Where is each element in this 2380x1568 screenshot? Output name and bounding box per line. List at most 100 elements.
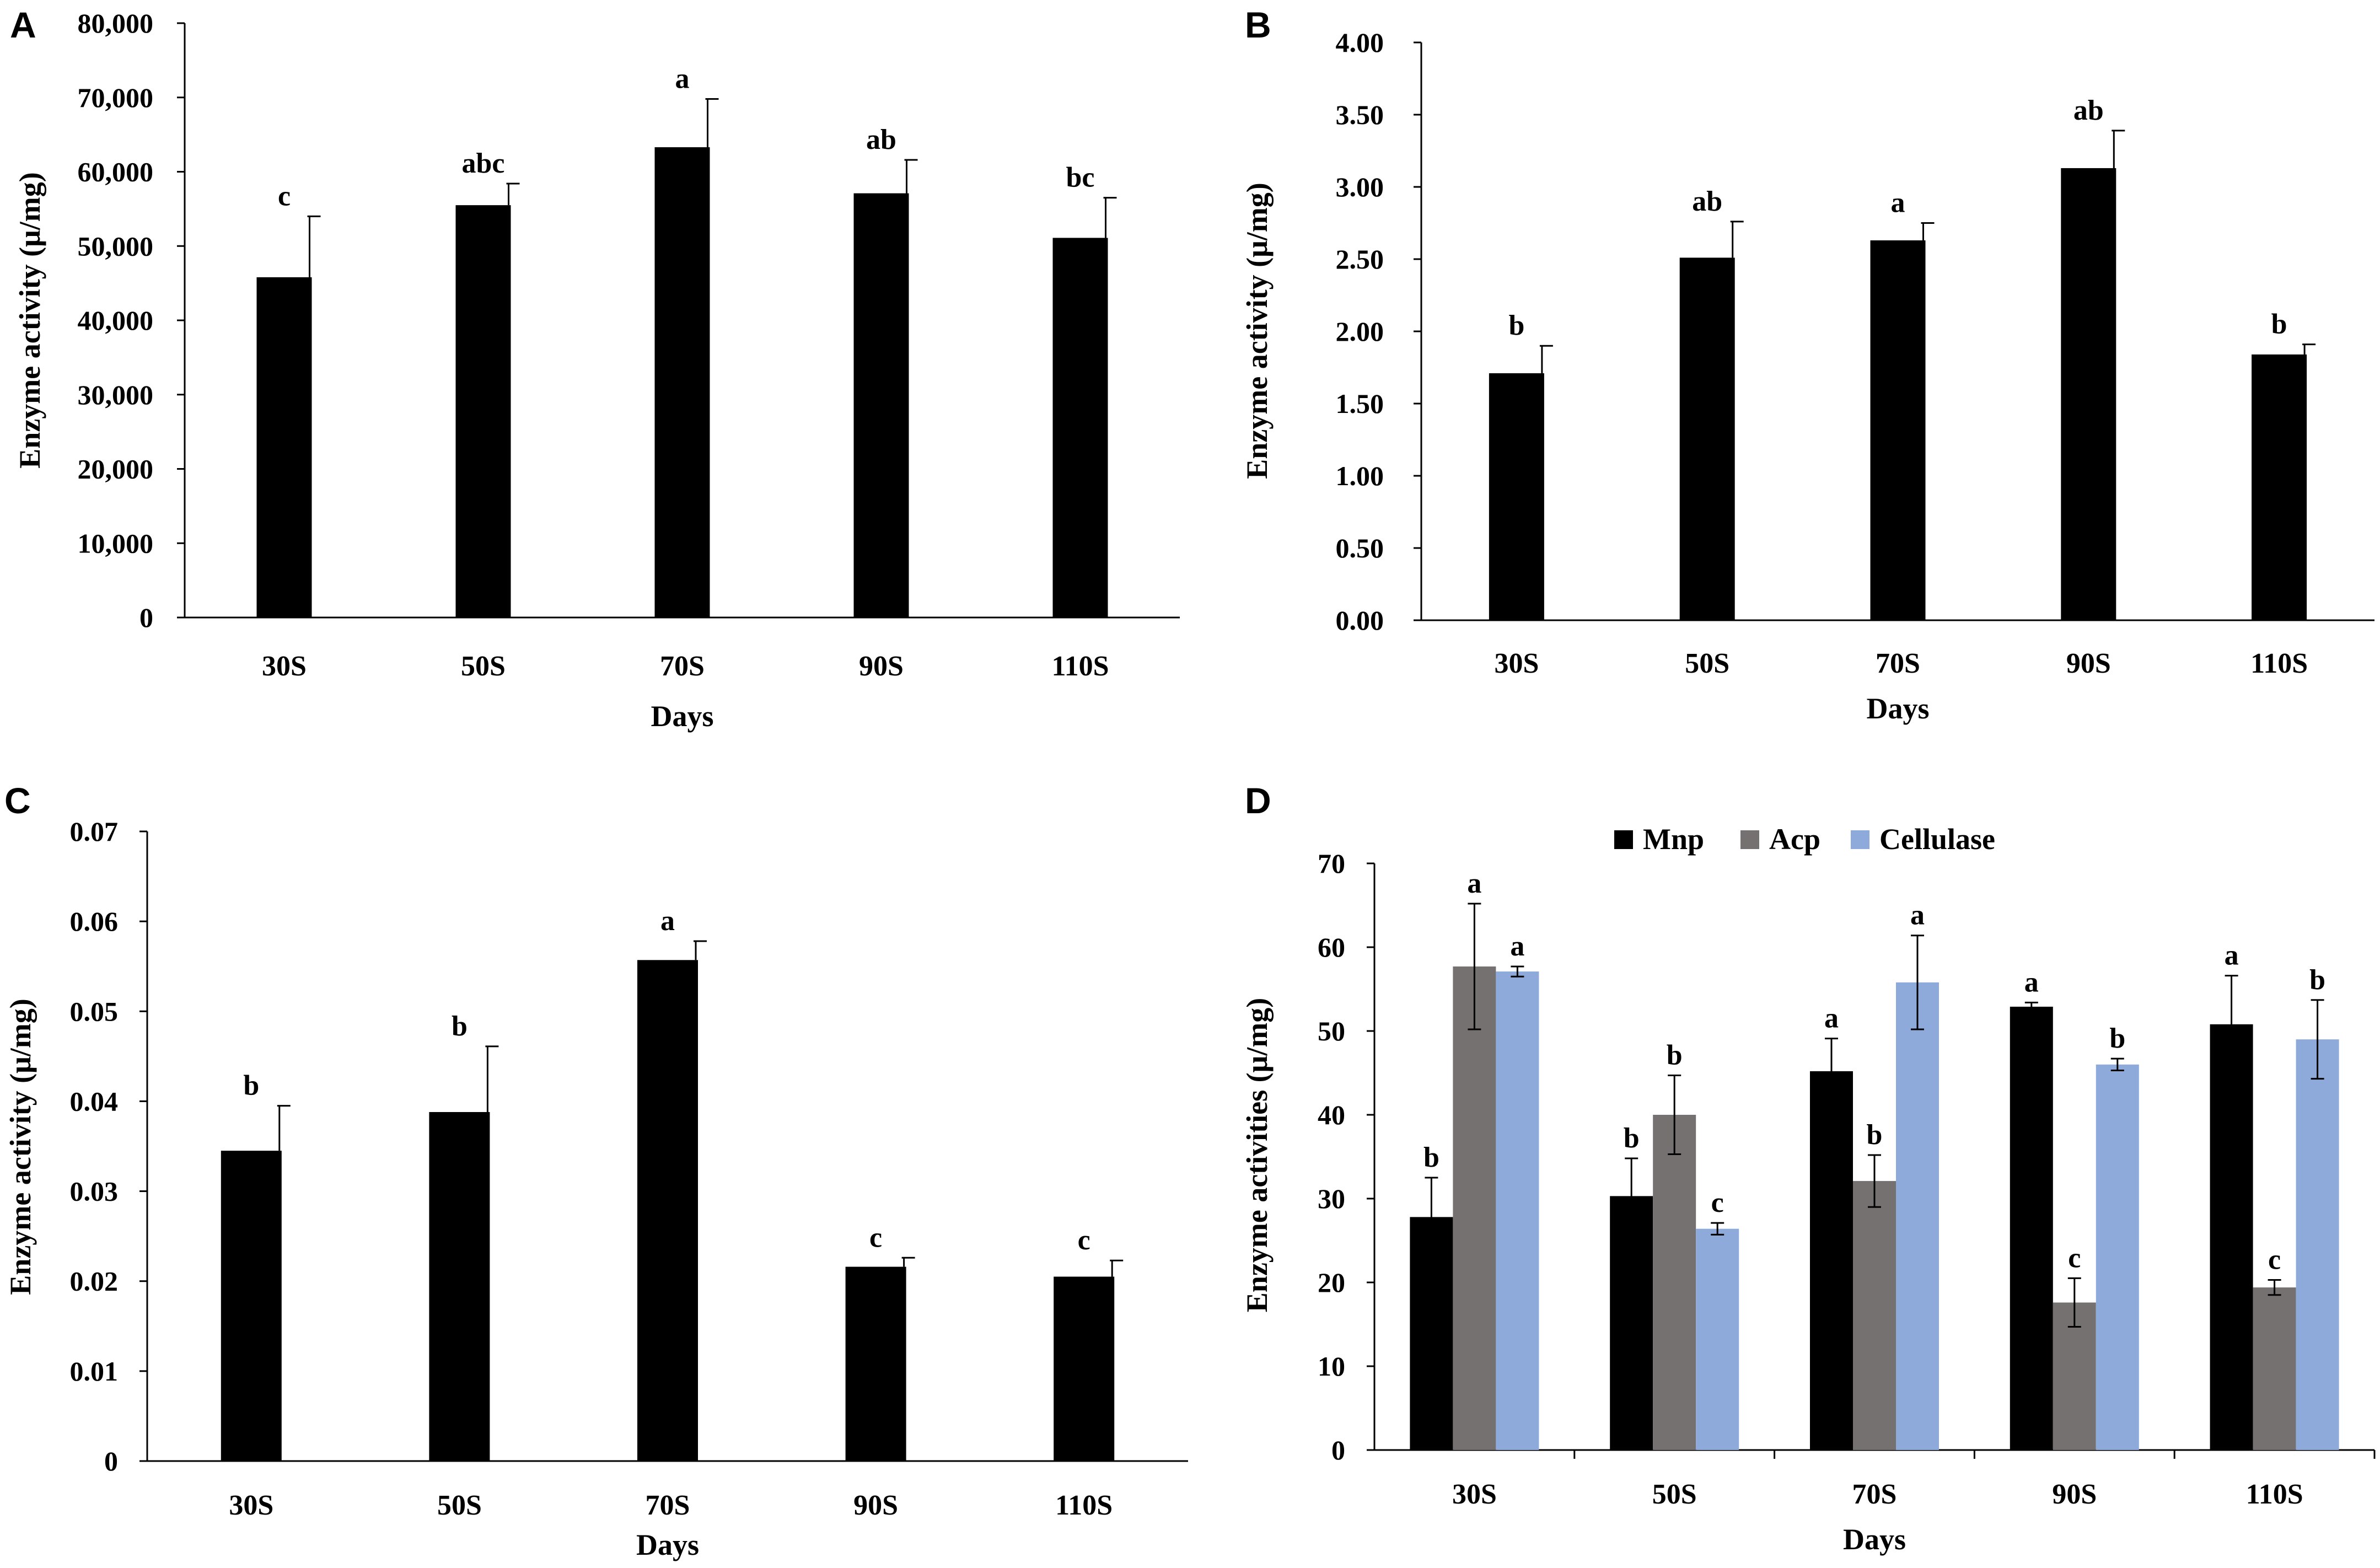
bar xyxy=(455,205,511,617)
significance-letter: a xyxy=(1910,900,1925,931)
y-tick-label: 4.00 xyxy=(1336,27,1384,58)
y-axis-title: Enzyme activities (μ/mg) xyxy=(1240,998,1274,1312)
significance-letter: bc xyxy=(1066,162,1095,194)
significance-letter: b xyxy=(1508,310,1524,341)
x-tick-label: 30S xyxy=(262,651,307,682)
x-tick-label: 90S xyxy=(853,1490,898,1521)
bar xyxy=(853,193,909,617)
bar-mnp xyxy=(1810,1071,1853,1450)
y-tick-label: 3.50 xyxy=(1336,99,1384,130)
x-tick-label: 90S xyxy=(2066,648,2111,679)
significance-letter: b xyxy=(2109,1023,2125,1054)
x-tick-label: 110S xyxy=(2246,1479,2303,1510)
legend-swatch-mnp xyxy=(1614,830,1633,849)
y-tick-label: 0.00 xyxy=(1336,605,1384,636)
x-tick-label: 70S xyxy=(1876,648,1920,679)
legend-swatch-acp xyxy=(1740,830,1759,849)
y-tick-label: 0.03 xyxy=(70,1176,119,1207)
y-tick-label: 20,000 xyxy=(78,454,154,485)
bar-acp xyxy=(1853,1181,1896,1450)
significance-letter: c xyxy=(2068,1242,2081,1274)
y-axis-title: Enzyme activity (μ/mg) xyxy=(4,998,37,1295)
bar-mnp xyxy=(2210,1024,2253,1450)
y-tick-label: 0.50 xyxy=(1336,533,1384,563)
x-axis-title: Days xyxy=(651,700,713,733)
y-tick-label: 10 xyxy=(1318,1351,1345,1382)
panel-d: D 0 10 20 30 40 50 60 70 Enzyme activities (μ/mg)… xyxy=(1240,780,2376,1556)
bar xyxy=(845,1266,906,1461)
y-tick-label: 3.00 xyxy=(1336,171,1384,202)
y-tick-label: 0.02 xyxy=(70,1266,119,1297)
panel-a: A 0 10,000 20,000 30,000 40,000 50,000 60,000 70… xyxy=(10,4,1180,733)
x-axis-title: Days xyxy=(636,1528,699,1561)
legend: Mnp Acp Cellulase xyxy=(1614,823,1995,856)
bar xyxy=(1870,240,1926,620)
significance-letter: b xyxy=(1423,1142,1439,1173)
y-tick-label: 2.50 xyxy=(1336,244,1384,275)
y-tick-label: 20 xyxy=(1318,1267,1345,1298)
bar xyxy=(654,147,710,618)
x-tick-label: 70S xyxy=(646,1490,690,1521)
significance-letter: b xyxy=(2271,309,2287,340)
legend-label-cellulase: Cellulase xyxy=(1879,823,1995,856)
significance-letter: ab xyxy=(866,124,896,155)
significance-letter: a xyxy=(675,63,690,94)
significance-letter: ab xyxy=(2073,95,2104,126)
panel-label: D xyxy=(1245,780,1271,821)
x-tick-label: 110S xyxy=(1051,651,1109,682)
significance-letter: c xyxy=(1711,1187,1724,1218)
x-axis-title: Days xyxy=(1843,1523,1906,1556)
significance-letter: a xyxy=(660,905,675,937)
y-tick-label: 0 xyxy=(1331,1435,1345,1465)
x-tick-label: 30S xyxy=(229,1490,273,1521)
y-tick-label: 0.05 xyxy=(70,996,119,1027)
significance-letter: b xyxy=(1867,1119,1883,1151)
significance-letter: c xyxy=(2268,1244,2281,1275)
panel-b: B 0.00 0.50 1.00 1.50 2.00 2.50 3.00 3.50 4.00 Enz… xyxy=(1240,4,2374,725)
y-tick-label: 30,000 xyxy=(78,379,154,410)
x-tick-label: 90S xyxy=(859,651,904,682)
panel-label: C xyxy=(4,780,31,821)
panel-label: A xyxy=(10,4,36,45)
significance-letter: b xyxy=(1667,1040,1683,1071)
x-tick-label: 50S xyxy=(1685,648,1729,679)
bar-acp xyxy=(1653,1115,1696,1450)
significance-letter: b xyxy=(1624,1123,1640,1154)
y-tick-label: 1.50 xyxy=(1336,388,1384,419)
y-tick-label: 40,000 xyxy=(78,305,154,336)
y-tick-label: 70 xyxy=(1318,848,1345,879)
bar xyxy=(1054,1276,1115,1461)
significance-letter: c xyxy=(1078,1225,1090,1256)
y-tick-label: 10,000 xyxy=(78,528,154,559)
panel-c: C 0 0.01 0.02 0.03 0.04 0.05 0.06 0.07 Enzyme act… xyxy=(4,780,1188,1561)
significance-letter: a xyxy=(1891,187,1905,219)
x-tick-label: 110S xyxy=(2250,648,2308,679)
significance-letter: c xyxy=(869,1222,882,1253)
bar-mnp xyxy=(2010,1006,2053,1450)
x-tick-label: 90S xyxy=(2052,1479,2097,1510)
bar xyxy=(256,277,312,618)
x-tick-label: 70S xyxy=(1852,1479,1897,1510)
x-tick-label: 50S xyxy=(437,1490,482,1521)
significance-letter: a xyxy=(1824,1003,1839,1034)
legend-label-mnp: Mnp xyxy=(1643,823,1704,856)
bar-cellulase xyxy=(1896,982,1939,1450)
bar xyxy=(637,960,698,1461)
bar-cellulase xyxy=(2096,1064,2139,1450)
bar xyxy=(1052,238,1108,617)
x-tick-label: 30S xyxy=(1494,648,1539,679)
legend-swatch-cellulase xyxy=(1851,830,1869,849)
y-axis-title: Enzyme activity (μ/mg) xyxy=(1240,182,1274,479)
bar-cellulase xyxy=(1496,971,1539,1450)
y-tick-label: 0 xyxy=(139,602,153,633)
significance-letter: a xyxy=(1467,868,1481,899)
significance-letter: b xyxy=(2309,964,2325,996)
legend-label-acp: Acp xyxy=(1769,823,1820,856)
x-tick-label: 110S xyxy=(1055,1490,1113,1521)
significance-letter: ab xyxy=(1692,186,1722,217)
panel-label: B xyxy=(1245,4,1271,45)
bar-acp xyxy=(1453,966,1496,1450)
significance-letter: c xyxy=(278,180,291,212)
x-tick-label: 50S xyxy=(461,651,506,682)
